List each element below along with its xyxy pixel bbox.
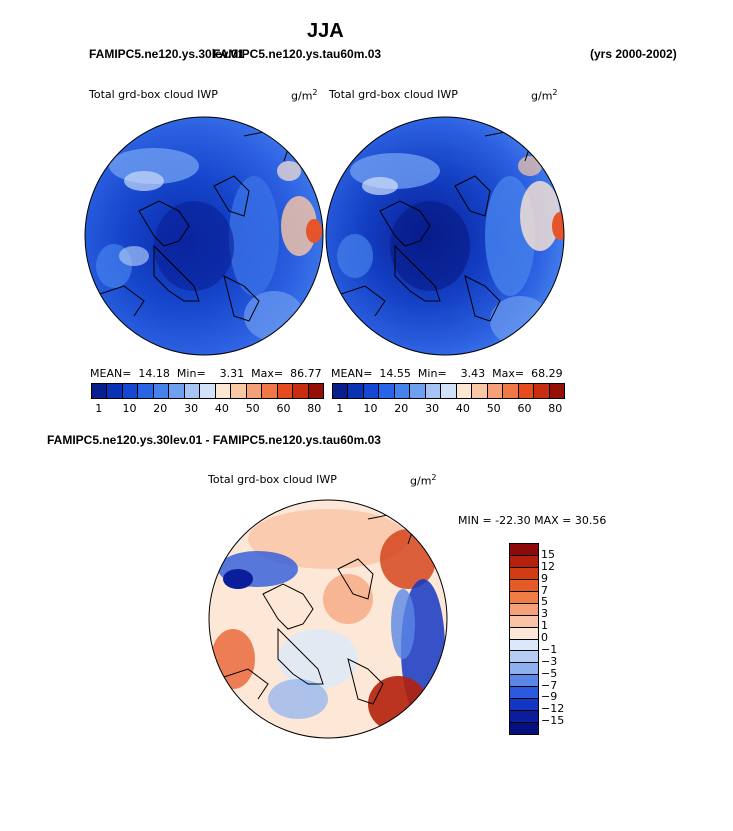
colorbar-swatch bbox=[262, 384, 278, 398]
colorbar-swatch bbox=[549, 384, 565, 398]
colorbar-tick-label: 0 bbox=[541, 631, 548, 644]
colorbar-tick-label: 5 bbox=[541, 595, 548, 609]
colorbar-swatch bbox=[510, 579, 538, 592]
colorbar-swatch bbox=[348, 384, 364, 398]
colorbar-swatch bbox=[169, 384, 185, 398]
colorbar-tick-label: 10 bbox=[122, 402, 137, 415]
colorbar-swatch bbox=[92, 384, 108, 398]
colorbar-swatch bbox=[122, 384, 139, 398]
colorbar-swatch bbox=[379, 384, 395, 398]
colorbar-swatch bbox=[510, 615, 538, 628]
page-title: JJA bbox=[307, 20, 344, 42]
colorbar-swatch bbox=[333, 384, 349, 398]
colorbar-tick-label: 1 bbox=[541, 619, 548, 633]
colorbar-swatch bbox=[534, 384, 550, 398]
colorbar-tick-label: 60 bbox=[517, 402, 532, 415]
panel2-colorbar bbox=[332, 383, 565, 399]
colorbar-swatch bbox=[510, 651, 538, 664]
colorbar-swatch bbox=[510, 723, 538, 734]
colorbar-swatch bbox=[456, 384, 473, 398]
colorbar-tick-label: −5 bbox=[541, 666, 558, 680]
panel2-units: g/m2 bbox=[531, 88, 558, 103]
colorbar-tick-label: 12 bbox=[541, 559, 555, 573]
panel1-variable: Total grd-box cloud IWP bbox=[89, 88, 218, 101]
colorbar-tick-label: −1 bbox=[541, 642, 558, 656]
panel1-colorbar bbox=[91, 383, 324, 399]
diff-variable: Total grd-box cloud IWP bbox=[208, 473, 337, 486]
panel2-variable: Total grd-box cloud IWP bbox=[329, 88, 458, 101]
colorbar-swatch bbox=[293, 384, 309, 398]
colorbar-tick-label: −12 bbox=[541, 702, 565, 716]
panel1-units: g/m2 bbox=[291, 88, 318, 103]
colorbar-swatch bbox=[510, 699, 538, 712]
colorbar-swatch bbox=[153, 384, 170, 398]
polar-map-difference bbox=[208, 499, 448, 739]
colorbar-swatch bbox=[246, 384, 263, 398]
panel2-stats: MEAN= 14.55 Min= 3.43 Max= 68.29 bbox=[331, 367, 563, 380]
colorbar-tick-label: 9 bbox=[541, 571, 548, 585]
polar-map-panel1 bbox=[84, 116, 324, 356]
years-label: (yrs 2000-2002) bbox=[590, 47, 677, 61]
colorbar-tick-label: 40 bbox=[214, 402, 229, 415]
colorbar-swatch bbox=[510, 555, 538, 568]
colorbar-swatch bbox=[510, 603, 538, 616]
colorbar-tick-label: 30 bbox=[425, 402, 440, 415]
colorbar-swatch bbox=[363, 384, 380, 398]
diff-minmax: MIN = -22.30 MAX = 30.56 bbox=[458, 514, 607, 527]
colorbar-swatch bbox=[510, 687, 538, 700]
colorbar-tick-label: 20 bbox=[153, 402, 168, 415]
colorbar-swatch bbox=[510, 675, 538, 688]
colorbar-swatch bbox=[510, 567, 538, 580]
colorbar-swatch bbox=[107, 384, 123, 398]
colorbar-swatch bbox=[518, 384, 535, 398]
colorbar-swatch bbox=[487, 384, 504, 398]
colorbar-swatch bbox=[441, 384, 457, 398]
colorbar-tick-label: 3 bbox=[541, 607, 548, 621]
colorbar-swatch bbox=[510, 627, 538, 640]
case-name-right: FAMIPC5.ne120.ys.tau60m.03 bbox=[213, 47, 382, 61]
colorbar-swatch bbox=[510, 711, 538, 724]
case-name-left: FAMIPC5.ne120.ys.30lev.01 bbox=[89, 47, 245, 61]
panel1-stats: MEAN= 14.18 Min= 3.31 Max= 86.77 bbox=[90, 367, 322, 380]
colorbar-tick-label: −3 bbox=[541, 654, 558, 668]
colorbar-swatch bbox=[510, 591, 538, 604]
colorbar-tick-label: 40 bbox=[455, 402, 470, 415]
colorbar-swatch bbox=[510, 544, 538, 556]
colorbar-tick-label: −9 bbox=[541, 690, 558, 704]
colorbar-swatch bbox=[215, 384, 232, 398]
colorbar-tick-label: 80 bbox=[548, 402, 563, 415]
colorbar-swatch bbox=[472, 384, 488, 398]
polar-map-panel2 bbox=[325, 116, 565, 356]
colorbar-tick-label: 15 bbox=[541, 547, 555, 561]
colorbar-swatch bbox=[503, 384, 519, 398]
colorbar-tick-label: 50 bbox=[245, 402, 260, 415]
colorbar-swatch bbox=[510, 639, 538, 652]
colorbar-tick-label: 1 bbox=[336, 402, 344, 415]
colorbar-tick-label: 30 bbox=[184, 402, 199, 415]
colorbar-swatch bbox=[510, 663, 538, 676]
colorbar-tick-label: 20 bbox=[394, 402, 409, 415]
colorbar-swatch bbox=[277, 384, 294, 398]
colorbar-tick-label: −7 bbox=[541, 678, 558, 692]
colorbar-swatch bbox=[410, 384, 426, 398]
colorbar-tick-label: −15 bbox=[541, 714, 565, 728]
colorbar-swatch bbox=[231, 384, 247, 398]
diff-units: g/m2 bbox=[410, 473, 437, 488]
colorbar-tick-label: 80 bbox=[307, 402, 322, 415]
colorbar-tick-label: 60 bbox=[276, 402, 291, 415]
colorbar-swatch bbox=[200, 384, 216, 398]
difference-title: FAMIPC5.ne120.ys.30lev.01 - FAMIPC5.ne12… bbox=[47, 433, 381, 447]
colorbar-tick-label: 7 bbox=[541, 583, 548, 597]
colorbar-swatch bbox=[138, 384, 154, 398]
difference-colorbar bbox=[509, 543, 539, 735]
colorbar-swatch bbox=[184, 384, 201, 398]
colorbar-tick-label: 10 bbox=[363, 402, 378, 415]
colorbar-swatch bbox=[308, 384, 324, 398]
colorbar-swatch bbox=[425, 384, 442, 398]
colorbar-swatch bbox=[394, 384, 411, 398]
colorbar-tick-label: 50 bbox=[486, 402, 501, 415]
colorbar-tick-label: 1 bbox=[95, 402, 103, 415]
